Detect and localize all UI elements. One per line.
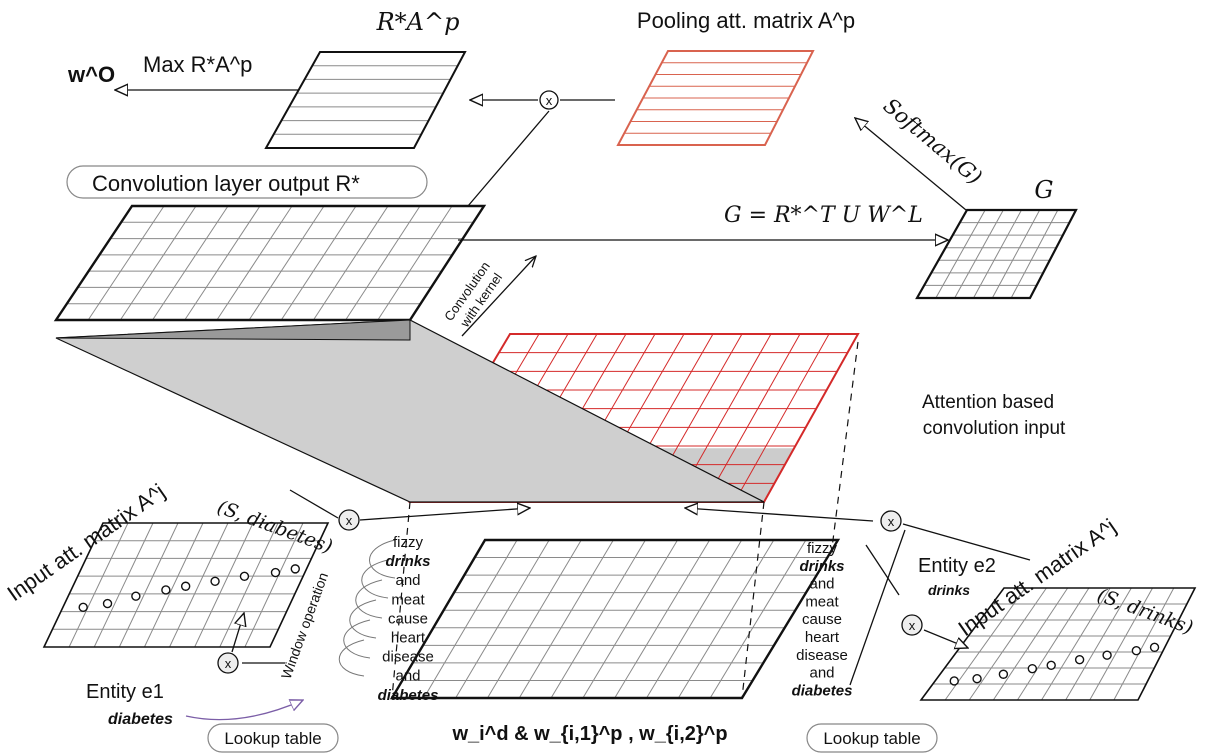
attention-dot (131, 591, 141, 601)
embedding-grid (389, 538, 841, 700)
sentence-word-right: disease (796, 647, 848, 664)
sentence-word-right: diabetes (792, 682, 853, 699)
svg-text:x: x (888, 514, 895, 529)
input-att-right-grid (919, 587, 1197, 701)
sentence-word-right: cause (802, 611, 842, 628)
conv-output-label: Convolution layer output R* (92, 171, 360, 196)
wo-label: w^O (67, 62, 115, 87)
entity-e2-word: drinks (928, 582, 970, 598)
sentence-word-left: disease (382, 649, 434, 666)
s-drinks-label: (S, drinks) (1094, 584, 1196, 639)
attention-dot (102, 598, 113, 609)
attention-label-2: convolution input (923, 418, 1066, 439)
sentence-word-right: and (809, 665, 834, 682)
lookup-left-box (207, 723, 339, 753)
attention-dot (998, 669, 1009, 679)
attention-dot (239, 571, 250, 582)
sentence-word-right: heart (805, 629, 840, 646)
svg-text:x: x (909, 618, 916, 633)
input-att-left-grid (42, 522, 330, 648)
embeddings-label: w_i^d & w_{i,1}^p , w_{i,2}^p (451, 723, 727, 745)
attention-label-1: Attention based (922, 392, 1054, 413)
g-title: G (1034, 176, 1053, 204)
attention-dot (78, 602, 88, 613)
sentence-word-right: meat (805, 593, 839, 610)
g-equation: G = R*^T U W^L (724, 203, 923, 228)
conv-output-box (66, 165, 428, 199)
attention-dot (972, 674, 982, 684)
lookup-right-label: Lookup table (823, 729, 920, 748)
rstar-ap-grid (264, 51, 467, 149)
multiply-left-icon: x (338, 509, 360, 531)
attention-dot (290, 564, 300, 574)
sentence-word-left: and (395, 668, 420, 685)
softmax-label: Softmax(G) (879, 93, 987, 189)
sentence-word-left: diabetes (378, 687, 439, 704)
window-arcs (338, 539, 396, 677)
purple-lookup-arrow (185, 700, 303, 721)
sentence-word-left: heart (391, 630, 426, 647)
pooling-matrix-grid (616, 50, 815, 146)
sentence-word-left: fizzy (393, 534, 424, 551)
attention-dot (210, 576, 220, 586)
multiply-right-low-icon: x (901, 614, 923, 636)
lookup-left-label: Lookup table (224, 729, 321, 748)
lookup-right-box (806, 723, 938, 753)
sentence-word-right: and (809, 576, 834, 593)
connectors (115, 90, 1031, 721)
attention-dot (161, 585, 171, 595)
attention-dot (1027, 663, 1038, 674)
multiply-circles: x x x x x (217, 90, 923, 674)
projection-dashes (391, 341, 859, 699)
sentence-word-right: fizzy (807, 540, 838, 557)
softmax-arrow (855, 118, 967, 211)
conv-output-grid (53, 204, 487, 322)
attention-dot (270, 567, 281, 578)
rstar-ap-title: R*A^p (376, 8, 460, 36)
multiply-top-icon: x (539, 90, 559, 110)
attention-dot (1149, 642, 1160, 653)
attention-dot (949, 676, 959, 686)
window-operation-label: Window operation (278, 570, 331, 681)
convolution-band (55, 319, 765, 503)
attention-dot (1102, 650, 1112, 660)
svg-text:x: x (346, 513, 353, 528)
multiply-right-icon: x (880, 510, 902, 532)
sentence-word-left: cause (388, 610, 428, 627)
input-att-left-label: Input att. matrix A^j (3, 479, 170, 606)
attention-dot (1074, 654, 1085, 665)
entity-e2-label: Entity e2 (918, 555, 996, 577)
entity-e1-word: diabetes (108, 711, 173, 728)
sentence-word-left: meat (391, 591, 425, 608)
attention-dot (180, 581, 191, 591)
attention-dot (1131, 646, 1142, 656)
attention-dot (1046, 660, 1056, 670)
g-matrix-grid (915, 208, 1078, 300)
multiply-left-low-icon: x (217, 652, 239, 674)
entity-e1-label: Entity e1 (86, 681, 164, 703)
sentence-word-left: and (395, 572, 420, 589)
pooling-title: Pooling att. matrix A^p (637, 8, 855, 33)
sentence-word-left: drinks (385, 553, 430, 570)
max-label: Max R*A^p (143, 52, 252, 77)
kernel-arrow (461, 256, 536, 337)
sentence-word-right: drinks (799, 558, 844, 575)
svg-text:x: x (546, 93, 553, 108)
input-att-right-label: Input att. matrix A^j (954, 514, 1121, 641)
svg-text:x: x (225, 656, 232, 671)
